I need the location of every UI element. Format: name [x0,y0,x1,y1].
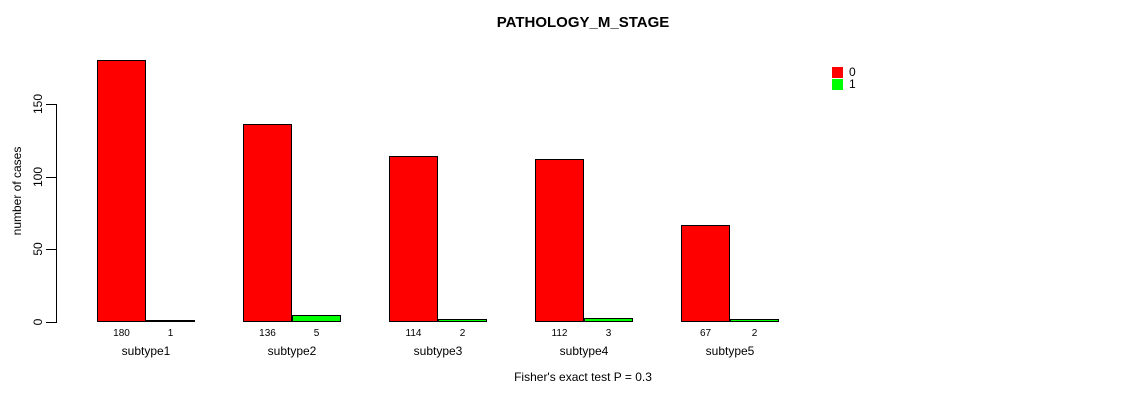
bar-series0-subtype3 [389,156,438,322]
legend-row: 0 [832,66,856,79]
category-label-subtype5: subtype5 [705,344,755,358]
bar-series1-subtype4 [584,318,633,322]
bar-value-label: 180 [113,328,130,339]
y-tick-mark [46,104,56,105]
bar-series0-subtype4 [535,159,584,322]
bar-value-label: 2 [751,328,758,339]
y-axis-label: number of cases [10,146,24,236]
caption-fishers-test: Fisher's exact test P = 0.3 [514,370,652,384]
legend-label: 0 [849,64,856,79]
bar-value-label: 136 [259,328,276,339]
bar-series1-subtype3 [438,319,487,322]
category-label-subtype4: subtype4 [559,344,609,358]
legend-swatch-1 [832,79,843,91]
bar-value-label: 2 [459,328,466,339]
bar-value-label: 5 [313,328,320,339]
bar-value-label: 114 [405,328,422,339]
y-tick-label: 50 [31,242,45,257]
bar-series0-subtype5 [681,225,730,322]
bar-value-label: 1 [167,328,174,339]
y-tick-mark [46,249,56,251]
bar-value-label: 3 [605,328,612,339]
y-tick-label: 100 [31,166,45,187]
bar-series0-subtype1 [97,60,146,322]
chart-title: PATHOLOGY_M_STAGE [496,14,670,31]
y-tick-mark [46,322,56,323]
bar-series1-subtype5 [730,319,779,322]
bar-value-label: 67 [699,328,712,339]
bar-series0-subtype2 [243,124,292,322]
y-axis-line [56,104,57,323]
category-label-subtype1: subtype1 [121,344,171,358]
bar-value-label: 112 [551,328,568,339]
legend-swatch-0 [832,66,843,78]
y-tick-label: 150 [31,93,45,115]
y-tick-label: 0 [31,318,45,326]
category-label-subtype2: subtype2 [267,344,317,358]
category-label-subtype3: subtype3 [413,344,463,358]
legend-row: 1 [832,77,856,92]
legend-label: 1 [849,77,856,92]
bar-series1-subtype1 [146,320,195,322]
bar-series1-subtype2 [292,315,341,322]
y-tick-mark [46,176,56,178]
